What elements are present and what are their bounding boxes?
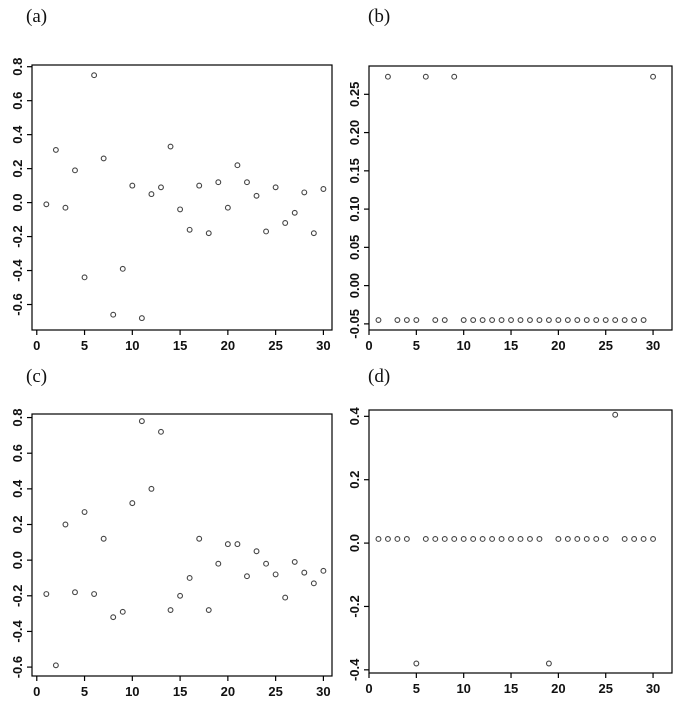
- svg-text:0.0: 0.0: [10, 551, 25, 569]
- svg-text:30: 30: [646, 338, 660, 353]
- svg-text:0.0: 0.0: [10, 194, 25, 212]
- svg-text:0.10: 0.10: [347, 196, 362, 221]
- svg-text:25: 25: [268, 684, 282, 699]
- svg-text:30: 30: [316, 338, 330, 353]
- svg-text:0: 0: [365, 338, 372, 353]
- svg-text:0.0: 0.0: [347, 534, 362, 552]
- svg-text:25: 25: [598, 681, 612, 696]
- svg-text:15: 15: [504, 681, 518, 696]
- svg-text:15: 15: [173, 338, 187, 353]
- scatter-plot-a: 0 5 10 15 20 25 30 -0.6 -0.4 -0.2 0.0 0.2 0.4 0.6 0.8: [10, 58, 333, 353]
- svg-text:-0.4: -0.4: [347, 658, 362, 681]
- svg-text:25: 25: [598, 338, 612, 353]
- svg-text:0: 0: [33, 684, 40, 699]
- svg-text:0.2: 0.2: [347, 471, 362, 489]
- svg-text:0.4: 0.4: [10, 125, 25, 144]
- svg-text:10: 10: [456, 338, 470, 353]
- svg-text:0.20: 0.20: [347, 120, 362, 145]
- svg-text:0.05: 0.05: [347, 235, 362, 260]
- svg-text:0.25: 0.25: [347, 82, 362, 107]
- panel-label-a: (a): [26, 6, 48, 27]
- svg-text:5: 5: [81, 338, 88, 353]
- svg-text:30: 30: [646, 681, 660, 696]
- svg-text:0.6: 0.6: [10, 444, 25, 462]
- svg-text:-0.6: -0.6: [10, 656, 25, 678]
- svg-text:-0.05: -0.05: [347, 309, 362, 339]
- panel-a: (a) 0 5 10 15 20 25 30 -0.6 -0.4 -0.2 0.0 0.2 0.4 0.6…: [0, 0, 342, 355]
- svg-text:0.2: 0.2: [10, 160, 25, 178]
- svg-text:0.4: 0.4: [10, 479, 25, 498]
- svg-text:0.8: 0.8: [10, 409, 25, 427]
- svg-text:-0.2: -0.2: [10, 225, 25, 247]
- panel-b: (b) 0 5 10 15 20 25 30 -0.05 0.00 0.05 0.10 0.15 0.2…: [342, 0, 684, 355]
- svg-text:20: 20: [221, 684, 235, 699]
- svg-text:5: 5: [81, 684, 88, 699]
- svg-text:20: 20: [221, 338, 235, 353]
- svg-text:0.8: 0.8: [10, 58, 25, 76]
- scatter-plot-b: 0 5 10 15 20 25 30 -0.05 0.00 0.05 0.10 0.15 0.20 0.2…: [347, 65, 673, 353]
- svg-text:-0.2: -0.2: [347, 595, 362, 617]
- svg-text:0: 0: [33, 338, 40, 353]
- panel-label-d: (d): [368, 366, 391, 387]
- svg-text:10: 10: [125, 338, 139, 353]
- svg-text:-0.4: -0.4: [10, 619, 25, 642]
- svg-text:30: 30: [316, 684, 330, 699]
- panel-c: (c) 0 5 10 15 20 25 30 -0.6 -0.4 -0.2 0.0 0.2 0.4 0.6…: [0, 355, 342, 709]
- svg-text:0.2: 0.2: [10, 515, 25, 533]
- svg-text:25: 25: [268, 338, 282, 353]
- panel-d: (d) 0 5 10 15 20 25 30 -0.4 -0.2 0.0 0.2 0.4: [342, 355, 684, 709]
- svg-text:-0.2: -0.2: [10, 585, 25, 607]
- svg-text:0: 0: [365, 681, 372, 696]
- svg-text:-0.4: -0.4: [10, 259, 25, 282]
- svg-text:20: 20: [551, 338, 565, 353]
- scatter-plot-d: 0 5 10 15 20 25 30 -0.4 -0.2 0.0 0.2 0.4: [347, 407, 673, 696]
- svg-text:10: 10: [125, 684, 139, 699]
- svg-text:0.00: 0.00: [347, 273, 362, 298]
- svg-text:20: 20: [551, 681, 565, 696]
- svg-text:5: 5: [413, 338, 420, 353]
- svg-text:5: 5: [413, 681, 420, 696]
- svg-text:0.15: 0.15: [347, 158, 362, 183]
- panel-label-b: (b): [368, 6, 391, 27]
- svg-text:15: 15: [504, 338, 518, 353]
- svg-text:15: 15: [173, 684, 187, 699]
- svg-text:-0.6: -0.6: [10, 293, 25, 315]
- panel-label-c: (c): [26, 366, 48, 387]
- svg-text:0.6: 0.6: [10, 92, 25, 110]
- svg-text:0.4: 0.4: [347, 407, 362, 426]
- svg-text:10: 10: [456, 681, 470, 696]
- scatter-plot-c: 0 5 10 15 20 25 30 -0.6 -0.4 -0.2 0.0 0.2 0.4 0.6 0.8: [10, 409, 333, 699]
